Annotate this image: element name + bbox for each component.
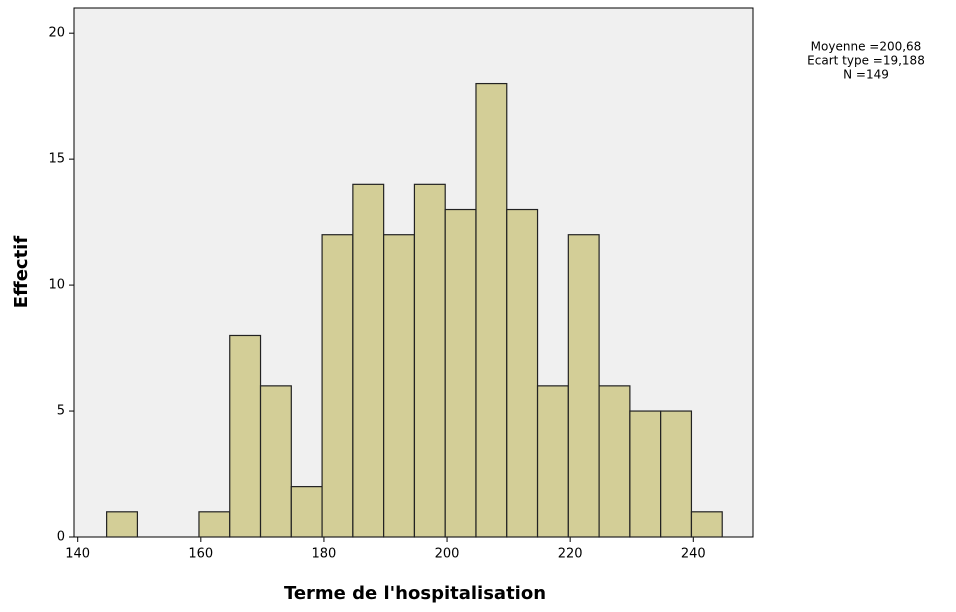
bar (629, 410, 662, 538)
bar (690, 511, 723, 538)
bar (413, 183, 446, 538)
x-axis-title: Terme de l'hospitalisation (284, 583, 546, 604)
bar (321, 234, 354, 538)
stats-annotation: Moyenne =200,68 (811, 40, 922, 54)
bar (383, 234, 416, 538)
bar (290, 486, 323, 538)
bar (352, 183, 385, 538)
bar (536, 385, 569, 538)
bar (598, 385, 631, 538)
x-tick-label: 160 (188, 547, 213, 562)
x-tick-label: 200 (435, 547, 460, 562)
bar (444, 208, 477, 538)
y-tick-label: 20 (48, 26, 65, 41)
bar (660, 410, 693, 538)
bar (259, 385, 292, 538)
bar (506, 208, 539, 538)
y-tick-label: 5 (57, 404, 65, 419)
bar (229, 334, 262, 538)
y-axis-title: Effectif (11, 236, 32, 309)
bar (475, 82, 508, 538)
y-tick-label: 15 (48, 152, 65, 167)
x-tick-label: 240 (681, 547, 706, 562)
bar (106, 511, 139, 538)
y-tick-label: 0 (57, 530, 65, 545)
x-tick-label: 180 (312, 547, 337, 562)
x-tick-label: 220 (558, 547, 583, 562)
stats-annotation: Ecart type =19,188 (807, 54, 925, 68)
bar (567, 234, 600, 538)
y-tick-label: 10 (48, 278, 65, 293)
bar (198, 511, 231, 538)
stats-annotation: N =149 (843, 68, 889, 82)
x-tick-label: 140 (65, 547, 90, 562)
